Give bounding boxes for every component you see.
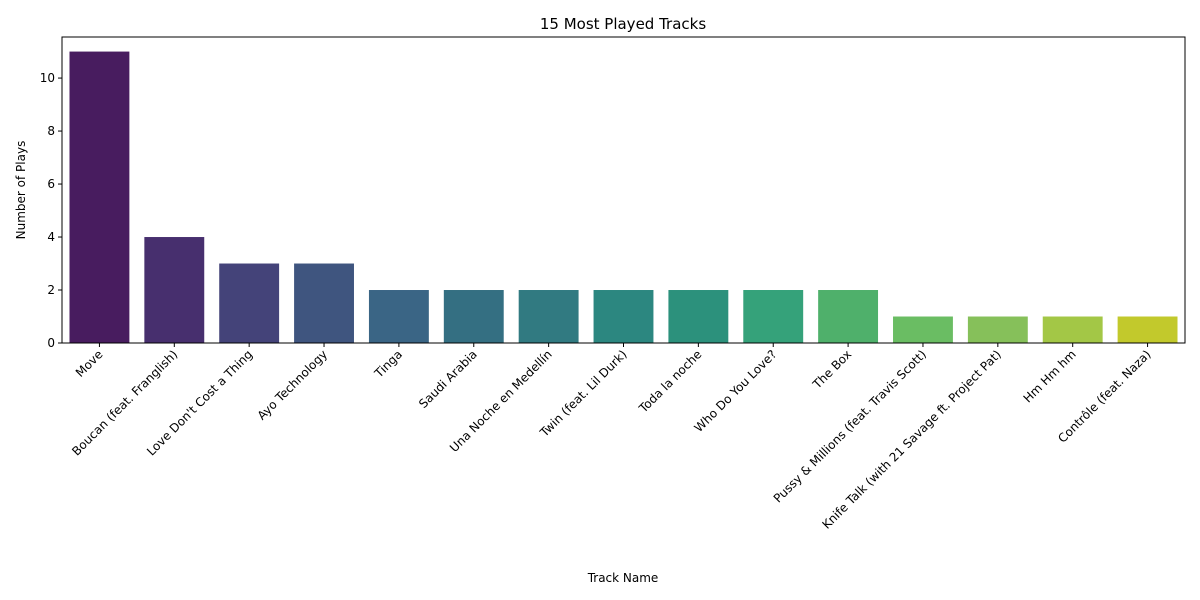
y-tick-label: 6 — [47, 177, 55, 191]
bar-saudi-arabia — [443, 290, 504, 343]
y-tick-label: 8 — [47, 124, 55, 138]
bar-controle-feat-naza — [1117, 316, 1178, 343]
bar-twin-feat-lil-durk — [593, 290, 654, 343]
bar-the-box — [818, 290, 879, 343]
x-tick-label: Tinga — [371, 347, 405, 381]
bar-hm-hm-hm — [1042, 316, 1103, 343]
y-axis-label: Number of Plays — [14, 141, 28, 240]
plot-frame — [61, 36, 1186, 344]
bar-knife-talk-with-21-savage-ft-project-pat — [967, 316, 1028, 343]
bar-love-don-t-cost-a-thing — [219, 263, 280, 343]
x-tick-label: Hm Hm hm — [1021, 347, 1079, 405]
y-tick-label: 10 — [40, 71, 55, 85]
chart-title: 15 Most Played Tracks — [540, 15, 706, 33]
x-tick-label: Who Do You Love? — [692, 347, 780, 435]
bar-pussy-millions-feat-travis-scott — [893, 316, 953, 343]
bar-una-noche-en-medellin — [518, 290, 579, 343]
bar-tinga — [368, 290, 429, 343]
x-tick-label: Pussy & Millions (feat. Travis Scott) — [771, 347, 929, 505]
bars-group — [69, 51, 1178, 343]
x-axis-label: Track Name — [587, 571, 659, 585]
y-axis: 0 2 4 6 8 10 — [40, 71, 62, 350]
x-tick-label: Move — [73, 347, 106, 380]
x-tick-label: Toda la noche — [636, 347, 705, 416]
bar-move — [69, 51, 130, 343]
bar-boucan-feat-franglish — [144, 237, 205, 343]
bar-toda-la-noche — [668, 290, 729, 343]
y-tick-label: 2 — [47, 283, 55, 297]
x-tick-label: Saudi Arabia — [416, 347, 480, 411]
y-tick-label: 0 — [47, 336, 55, 350]
bar-who-do-you-love — [743, 290, 804, 343]
bar-ayo-technology — [294, 263, 354, 343]
y-tick-label: 4 — [47, 230, 55, 244]
x-tick-label: The Box — [809, 347, 854, 392]
x-tick-label: Ayo Technology — [255, 347, 331, 423]
x-tick-label: Knife Talk (with 21 Savage ft. Project P… — [819, 347, 1004, 532]
